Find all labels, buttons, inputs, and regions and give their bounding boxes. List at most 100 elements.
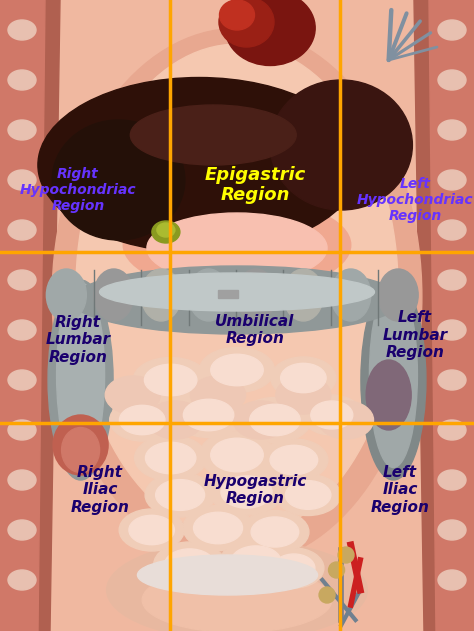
Ellipse shape	[164, 549, 215, 581]
Ellipse shape	[331, 269, 371, 321]
Ellipse shape	[302, 395, 362, 435]
Ellipse shape	[219, 0, 274, 47]
Ellipse shape	[260, 439, 328, 481]
Polygon shape	[419, 0, 474, 631]
Ellipse shape	[107, 540, 367, 631]
Ellipse shape	[189, 269, 228, 321]
Ellipse shape	[76, 44, 398, 536]
Ellipse shape	[221, 476, 272, 508]
Ellipse shape	[211, 354, 263, 386]
Ellipse shape	[129, 516, 174, 545]
Ellipse shape	[8, 220, 36, 240]
Text: Right
Iliac
Region: Right Iliac Region	[71, 465, 129, 515]
Ellipse shape	[8, 20, 36, 40]
Ellipse shape	[100, 273, 374, 311]
Ellipse shape	[94, 269, 134, 321]
Ellipse shape	[210, 469, 283, 515]
Ellipse shape	[438, 270, 466, 290]
Circle shape	[328, 562, 345, 578]
Ellipse shape	[438, 570, 466, 590]
Ellipse shape	[62, 427, 100, 473]
Ellipse shape	[147, 213, 327, 283]
Ellipse shape	[225, 0, 315, 66]
Ellipse shape	[438, 370, 466, 390]
Ellipse shape	[173, 392, 245, 437]
Ellipse shape	[219, 0, 255, 30]
Ellipse shape	[239, 398, 311, 442]
Ellipse shape	[200, 431, 274, 479]
Ellipse shape	[141, 269, 181, 321]
Ellipse shape	[38, 78, 360, 252]
Ellipse shape	[211, 438, 263, 472]
Ellipse shape	[311, 401, 353, 429]
Ellipse shape	[369, 283, 418, 468]
Ellipse shape	[361, 280, 426, 480]
Ellipse shape	[220, 539, 292, 585]
Ellipse shape	[8, 70, 36, 90]
Ellipse shape	[438, 420, 466, 440]
Ellipse shape	[270, 445, 318, 475]
Ellipse shape	[8, 570, 36, 590]
Ellipse shape	[52, 28, 422, 565]
Ellipse shape	[52, 120, 185, 240]
Text: Umbilical
Region: Umbilical Region	[215, 314, 295, 346]
Ellipse shape	[438, 220, 466, 240]
Ellipse shape	[105, 376, 160, 414]
Ellipse shape	[438, 120, 466, 140]
Ellipse shape	[191, 376, 246, 414]
Polygon shape	[0, 0, 55, 631]
Ellipse shape	[155, 480, 205, 510]
Ellipse shape	[145, 473, 215, 517]
Ellipse shape	[378, 269, 418, 321]
Text: Left
Lumbar
Region: Left Lumbar Region	[383, 310, 447, 360]
Ellipse shape	[56, 283, 105, 468]
Ellipse shape	[137, 555, 318, 595]
Ellipse shape	[438, 470, 466, 490]
Ellipse shape	[183, 505, 253, 550]
Ellipse shape	[135, 435, 207, 480]
Bar	[218, 290, 238, 298]
Ellipse shape	[438, 20, 466, 40]
Ellipse shape	[109, 399, 175, 441]
Polygon shape	[429, 0, 474, 631]
Ellipse shape	[183, 399, 234, 431]
Ellipse shape	[438, 170, 466, 190]
Ellipse shape	[270, 80, 412, 210]
Ellipse shape	[8, 120, 36, 140]
Ellipse shape	[46, 269, 86, 321]
Ellipse shape	[273, 554, 315, 582]
Text: Hypogastric
Region: Hypogastric Region	[203, 474, 307, 506]
Ellipse shape	[250, 404, 300, 436]
Text: Left
Iliac
Region: Left Iliac Region	[371, 465, 429, 515]
Ellipse shape	[236, 269, 276, 321]
Polygon shape	[0, 0, 45, 631]
Ellipse shape	[8, 270, 36, 290]
Ellipse shape	[146, 442, 196, 474]
Ellipse shape	[276, 376, 331, 414]
Ellipse shape	[241, 510, 309, 553]
Ellipse shape	[133, 358, 208, 403]
Ellipse shape	[130, 105, 296, 165]
Ellipse shape	[123, 198, 351, 293]
Ellipse shape	[71, 266, 403, 334]
Ellipse shape	[438, 520, 466, 540]
Ellipse shape	[154, 542, 226, 588]
Ellipse shape	[145, 364, 197, 396]
Text: Right
Hypochondriac
Region: Right Hypochondriac Region	[20, 167, 137, 213]
Ellipse shape	[285, 481, 331, 509]
Ellipse shape	[193, 512, 243, 544]
Ellipse shape	[119, 405, 165, 435]
Ellipse shape	[283, 269, 323, 321]
Ellipse shape	[8, 170, 36, 190]
Polygon shape	[414, 0, 474, 631]
Ellipse shape	[281, 363, 326, 392]
Ellipse shape	[148, 401, 203, 439]
Ellipse shape	[233, 401, 288, 439]
Ellipse shape	[119, 509, 184, 551]
Ellipse shape	[275, 475, 341, 516]
Ellipse shape	[319, 401, 374, 439]
Ellipse shape	[8, 320, 36, 340]
Ellipse shape	[8, 520, 36, 540]
Ellipse shape	[152, 221, 180, 243]
Ellipse shape	[366, 360, 411, 430]
